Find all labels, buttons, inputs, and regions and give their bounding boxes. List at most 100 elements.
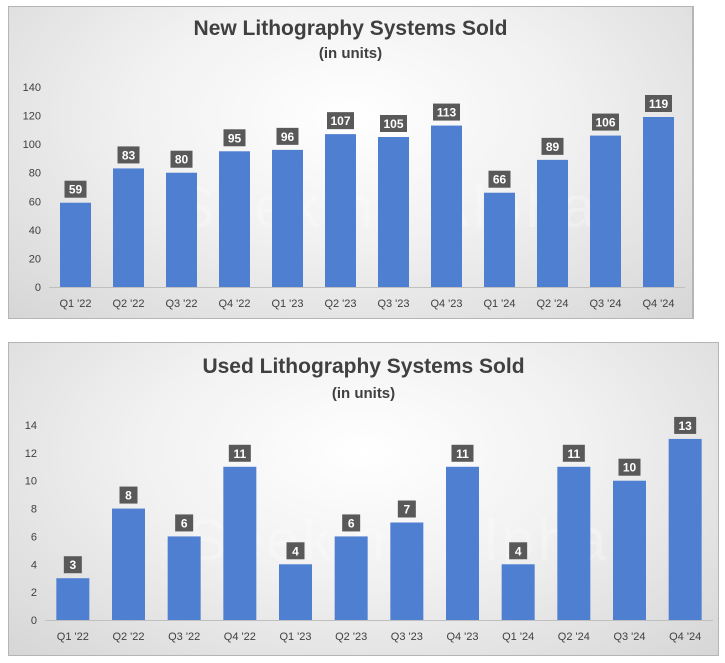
data-label-box bbox=[286, 542, 305, 560]
data-label: 80 bbox=[175, 153, 189, 167]
bar bbox=[431, 125, 462, 287]
y-tick-label: 8 bbox=[31, 504, 37, 516]
new-systems-chart: New Lithography Systems Sold (in units) … bbox=[8, 6, 693, 319]
data-label: 95 bbox=[228, 131, 242, 145]
bar bbox=[56, 578, 90, 620]
x-tick-label: Q1 '23 bbox=[271, 298, 303, 310]
bar bbox=[668, 438, 702, 620]
y-tick-label: 100 bbox=[23, 139, 41, 151]
x-tick-label: Q3 '24 bbox=[613, 631, 645, 643]
x-tick-label: Q4 '23 bbox=[446, 631, 478, 643]
data-label-box bbox=[562, 444, 585, 462]
x-tick-label: Q2 '23 bbox=[324, 298, 356, 310]
data-label-box bbox=[433, 103, 460, 121]
data-label-box bbox=[63, 556, 82, 574]
data-label: 106 bbox=[595, 116, 615, 130]
y-tick-label: 0 bbox=[31, 615, 37, 627]
x-tick-label: Q1 '23 bbox=[279, 631, 311, 643]
data-label: 89 bbox=[546, 140, 560, 154]
x-tick-label: Q1 '22 bbox=[59, 298, 91, 310]
bar bbox=[643, 117, 674, 287]
used-systems-chart: Used Lithography Systems Sold (in units)… bbox=[8, 342, 719, 656]
data-label: 11 bbox=[567, 447, 580, 461]
bar bbox=[167, 536, 201, 620]
bar bbox=[501, 564, 535, 620]
data-label: 13 bbox=[678, 419, 692, 433]
data-label-box bbox=[175, 514, 194, 532]
x-tick-label: Q3 '23 bbox=[391, 631, 423, 643]
y-tick-label: 0 bbox=[35, 282, 41, 294]
bar bbox=[223, 466, 257, 620]
bar bbox=[219, 151, 250, 287]
chart-subtitle: (in units) bbox=[318, 45, 383, 62]
data-label-box bbox=[327, 112, 354, 130]
x-tick-label: Q4 '22 bbox=[224, 631, 256, 643]
y-tick-label: 140 bbox=[23, 82, 41, 94]
bar bbox=[557, 466, 591, 620]
bar bbox=[272, 149, 303, 287]
data-label-box bbox=[618, 458, 641, 476]
data-label: 96 bbox=[281, 130, 295, 144]
x-tick-label: Q3 '24 bbox=[589, 298, 621, 310]
x-tick-label: Q2 '24 bbox=[558, 631, 590, 643]
data-label-box bbox=[228, 444, 251, 462]
y-tick-label: 60 bbox=[29, 196, 41, 208]
data-label-box bbox=[674, 416, 697, 434]
x-tick-label: Q4 '23 bbox=[430, 298, 462, 310]
chart-title: Used Lithography Systems Sold bbox=[202, 355, 525, 378]
data-label: 7 bbox=[403, 503, 410, 517]
y-tick-label: 2 bbox=[31, 587, 37, 599]
panel-divider bbox=[693, 6, 694, 319]
data-label-box bbox=[64, 180, 87, 198]
data-label: 6 bbox=[181, 516, 188, 530]
chart-plot: Seeking Alpha02040608010012014059Q1 '228… bbox=[23, 82, 685, 310]
x-tick-label: Q3 '23 bbox=[377, 298, 409, 310]
data-label: 11 bbox=[233, 447, 246, 461]
data-label-box bbox=[117, 146, 140, 164]
data-label-box bbox=[170, 150, 193, 168]
bar bbox=[112, 508, 145, 620]
x-tick-label: Q1 '22 bbox=[57, 631, 89, 643]
bar bbox=[113, 168, 144, 287]
data-label-box bbox=[541, 137, 564, 155]
x-tick-label: Q3 '22 bbox=[165, 298, 197, 310]
bar bbox=[390, 522, 424, 620]
data-label: 113 bbox=[437, 106, 457, 120]
x-tick-label: Q2 '24 bbox=[536, 298, 568, 310]
data-label-box bbox=[380, 115, 407, 132]
data-label: 8 bbox=[125, 489, 132, 503]
y-tick-label: 4 bbox=[31, 559, 37, 571]
data-label-box bbox=[451, 444, 474, 462]
data-label: 11 bbox=[456, 447, 469, 461]
bar bbox=[590, 135, 621, 287]
chart-subtitle: (in units) bbox=[331, 385, 396, 402]
bar bbox=[325, 134, 356, 287]
bar bbox=[166, 172, 197, 287]
data-label-box bbox=[119, 486, 138, 504]
y-tick-label: 6 bbox=[31, 531, 37, 543]
data-label: 4 bbox=[515, 544, 522, 558]
data-label: 3 bbox=[69, 558, 76, 572]
data-label-box bbox=[223, 129, 246, 147]
bar bbox=[60, 202, 91, 287]
data-label-box bbox=[592, 113, 619, 131]
data-label: 10 bbox=[623, 461, 637, 475]
y-tick-label: 40 bbox=[29, 225, 41, 237]
data-label-box bbox=[276, 127, 299, 145]
data-label: 83 bbox=[122, 148, 136, 162]
x-tick-label: Q2 '22 bbox=[112, 298, 144, 310]
data-label: 119 bbox=[649, 97, 669, 111]
x-tick-label: Q4 '22 bbox=[218, 298, 250, 310]
x-tick-label: Q2 '22 bbox=[112, 631, 144, 643]
data-label: 66 bbox=[493, 173, 507, 187]
bar bbox=[613, 480, 646, 620]
data-label: 6 bbox=[348, 516, 355, 530]
bar bbox=[334, 536, 368, 620]
x-tick-label: Q1 '24 bbox=[483, 298, 515, 310]
x-tick-label: Q2 '23 bbox=[335, 631, 367, 643]
data-label-box bbox=[488, 170, 511, 188]
data-label-box bbox=[509, 542, 528, 560]
y-tick-label: 20 bbox=[29, 253, 41, 265]
x-tick-label: Q3 '22 bbox=[168, 631, 200, 643]
